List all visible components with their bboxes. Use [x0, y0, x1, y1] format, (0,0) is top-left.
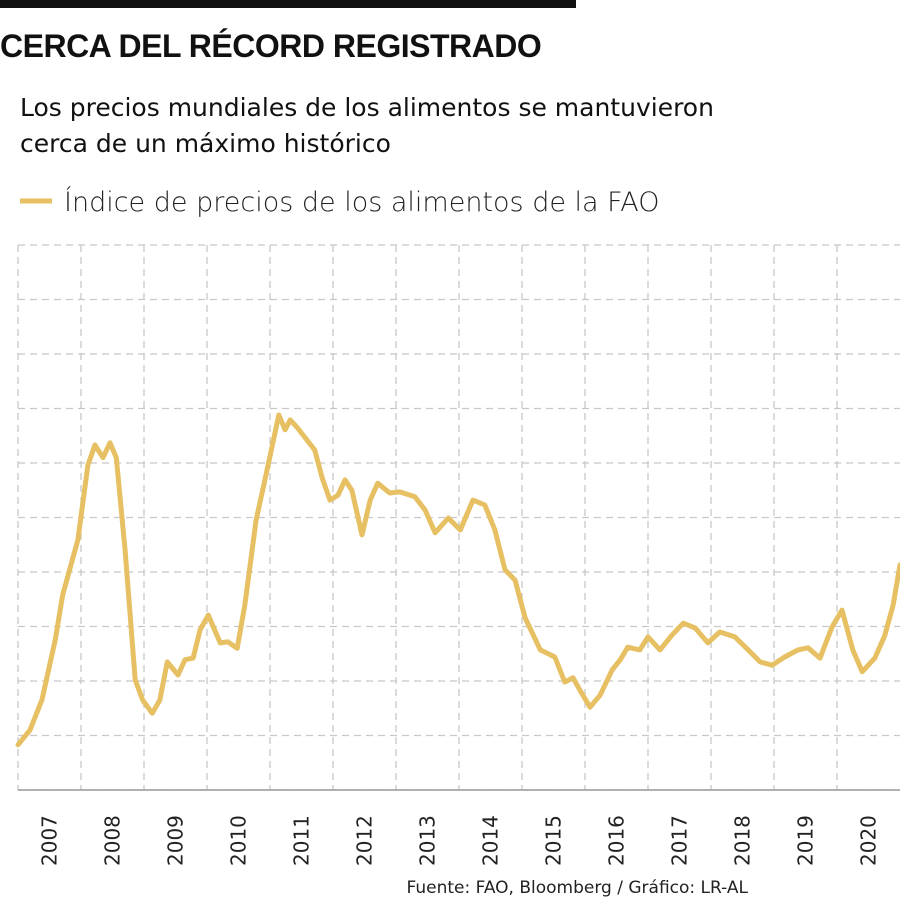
x-tick-label: 2015: [542, 815, 566, 866]
subtitle: Los precios mundiales de los alimentos s…: [20, 93, 714, 122]
x-tick-label: 2016: [605, 815, 629, 866]
x-tick-label: 2007: [38, 815, 62, 866]
x-tick-label: 2019: [794, 815, 818, 866]
x-tick-label: 2011: [290, 815, 314, 866]
title-bar: [0, 0, 576, 8]
x-tick-label: 2012: [353, 815, 377, 866]
subtitle: cerca de un máximo histórico: [20, 129, 391, 158]
x-tick-label: 2017: [668, 815, 692, 866]
data-line: [15, 412, 900, 748]
x-tick-label: 2013: [416, 815, 440, 866]
chart-title: CERCA DEL RÉCORD REGISTRADO: [0, 28, 541, 64]
x-tick-label: 2020: [857, 815, 881, 866]
source: Fuente: FAO, Bloomberg / Gráfico: LR-AL: [407, 878, 749, 898]
legend-label: Índice de precios de los alimentos de la…: [64, 186, 659, 218]
x-tick-label: 2014: [479, 815, 503, 866]
x-tick-label: 2010: [227, 815, 251, 866]
x-tick-label: 2018: [731, 815, 755, 866]
x-tick-label: 2008: [101, 815, 125, 866]
x-tick-label: 2009: [164, 815, 188, 866]
